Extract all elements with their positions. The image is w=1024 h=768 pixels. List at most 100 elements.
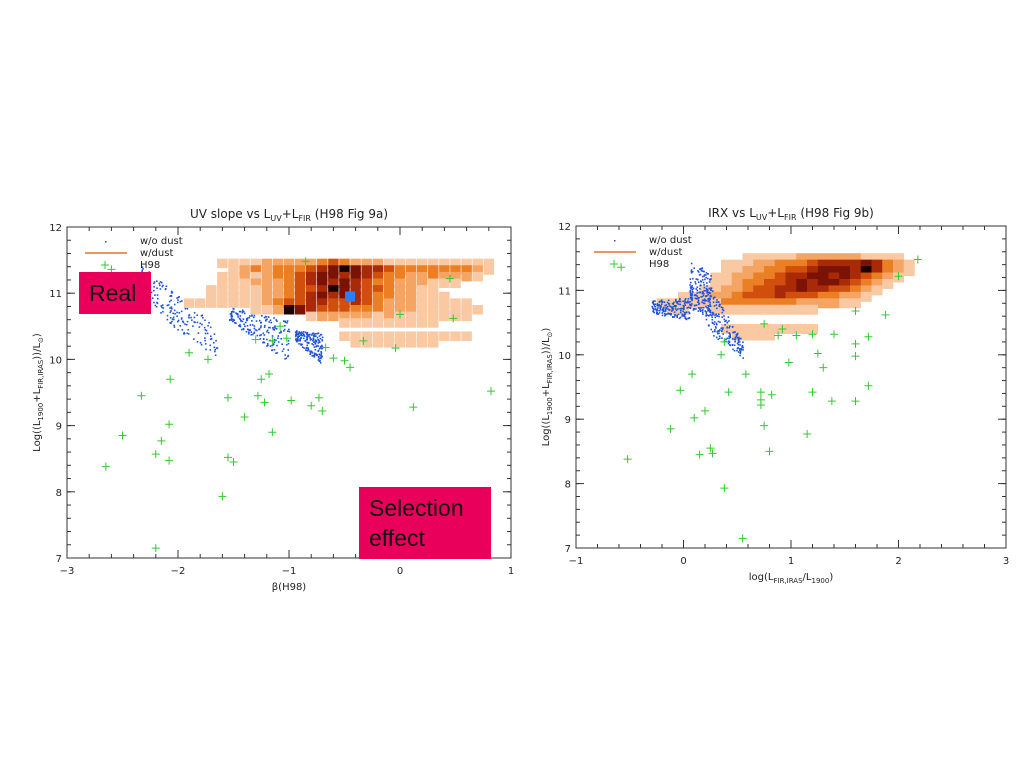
wo-dust-point — [665, 313, 668, 315]
wo-dust-point — [693, 294, 696, 297]
density-cell — [742, 298, 754, 309]
wo-dust-point — [685, 301, 687, 304]
wo-dust-point — [284, 358, 286, 360]
wo-dust-point — [287, 354, 290, 357]
density-cell — [361, 338, 372, 348]
wo-dust-point — [689, 300, 691, 303]
density-cell — [742, 330, 754, 341]
wo-dust-point — [273, 317, 275, 319]
density-cell — [774, 272, 786, 283]
wo-dust-point — [316, 332, 319, 335]
wo-dust-point — [306, 331, 309, 334]
h98-point — [690, 413, 699, 422]
wo-dust-point — [204, 343, 207, 345]
wo-dust-point — [166, 314, 169, 317]
wo-dust-point — [697, 270, 699, 272]
wo-dust-point — [695, 278, 698, 280]
wo-dust-point — [312, 337, 315, 340]
density-cell — [305, 265, 317, 275]
wo-dust-point — [703, 293, 705, 295]
wo-dust-point — [664, 313, 667, 316]
wo-dust-point — [667, 302, 670, 305]
density-cell — [774, 291, 786, 302]
wo-dust-point — [319, 341, 321, 343]
density-cell — [305, 278, 317, 289]
density-cell — [721, 291, 732, 302]
wo-dust-point — [253, 327, 256, 330]
wo-dust-point — [204, 319, 206, 322]
density-cell — [405, 298, 417, 308]
wo-dust-point — [317, 342, 320, 344]
density-cell — [294, 305, 306, 315]
x-axis-label-part: FIR,IRAS — [773, 577, 803, 585]
density-cell — [250, 265, 261, 275]
wo-dust-point — [740, 337, 742, 340]
wo-dust-point — [245, 317, 248, 320]
h98-point — [830, 330, 838, 339]
wo-dust-point — [708, 287, 711, 290]
y-axis-label-part: ⊙ — [546, 332, 554, 338]
wo-dust-point — [141, 266, 144, 269]
wo-dust-point — [196, 314, 199, 316]
wo-dust-point — [209, 349, 212, 351]
wo-dust-point — [232, 310, 234, 313]
wo-dust-point — [733, 349, 736, 352]
legend-w-dust-label: w/dust — [140, 248, 173, 259]
wo-dust-point — [204, 332, 207, 335]
wo-dust-point — [696, 297, 699, 299]
wo-dust-point — [683, 311, 686, 314]
density-cell — [405, 331, 417, 341]
wo-dust-point — [317, 332, 320, 335]
x-axis-label-part: ) — [829, 572, 833, 583]
wo-dust-point — [229, 313, 232, 315]
density-cell — [217, 278, 228, 289]
h98-point — [827, 397, 836, 406]
density-cell — [394, 291, 406, 302]
wo-dust-point — [651, 305, 654, 308]
wo-dust-point — [214, 354, 217, 357]
y-axis-label-part: Log((L — [541, 415, 552, 447]
h98-point — [487, 387, 496, 396]
density-cell — [405, 311, 417, 322]
h98-point — [157, 436, 166, 445]
wo-dust-point — [276, 352, 278, 354]
density-cell — [439, 291, 450, 302]
wo-dust-point — [166, 318, 169, 321]
wo-dust-point — [664, 304, 666, 307]
y-axis-label: Log((L1900+LFIR,IRAS))/L⊙) — [541, 328, 554, 447]
h98-point — [166, 375, 175, 384]
selection-label-line-1: Selection — [369, 495, 464, 521]
wo-dust-point — [283, 328, 286, 331]
wo-dust-point — [728, 326, 731, 329]
density-cell — [828, 266, 840, 277]
wo-dust-point — [698, 274, 701, 276]
wo-dust-point — [209, 326, 212, 329]
density-cell — [461, 265, 472, 275]
density-cell — [416, 311, 428, 322]
wo-dust-point — [169, 307, 171, 309]
wo-dust-point — [733, 344, 736, 347]
wo-dust-point — [248, 316, 250, 319]
density-cell — [742, 259, 754, 270]
density-cell — [305, 271, 317, 282]
wo-dust-point — [160, 312, 162, 314]
density-cell — [217, 285, 228, 295]
wo-dust-point — [685, 311, 687, 314]
wo-dust-point — [311, 343, 313, 345]
wo-dust-point — [251, 320, 253, 322]
density-cell — [742, 266, 754, 277]
density-cell — [785, 278, 797, 289]
wo-dust-point — [260, 314, 263, 317]
density-cell — [394, 285, 406, 295]
wo-dust-point — [735, 334, 738, 336]
wo-dust-point — [707, 308, 710, 310]
density-cell — [339, 291, 350, 302]
wo-dust-point — [273, 328, 276, 331]
wo-dust-point — [233, 322, 236, 324]
wo-dust-point — [709, 279, 711, 281]
wo-dust-point — [259, 334, 261, 337]
density-cell — [472, 271, 483, 282]
wo-dust-point — [298, 332, 300, 335]
density-cell — [339, 265, 350, 275]
